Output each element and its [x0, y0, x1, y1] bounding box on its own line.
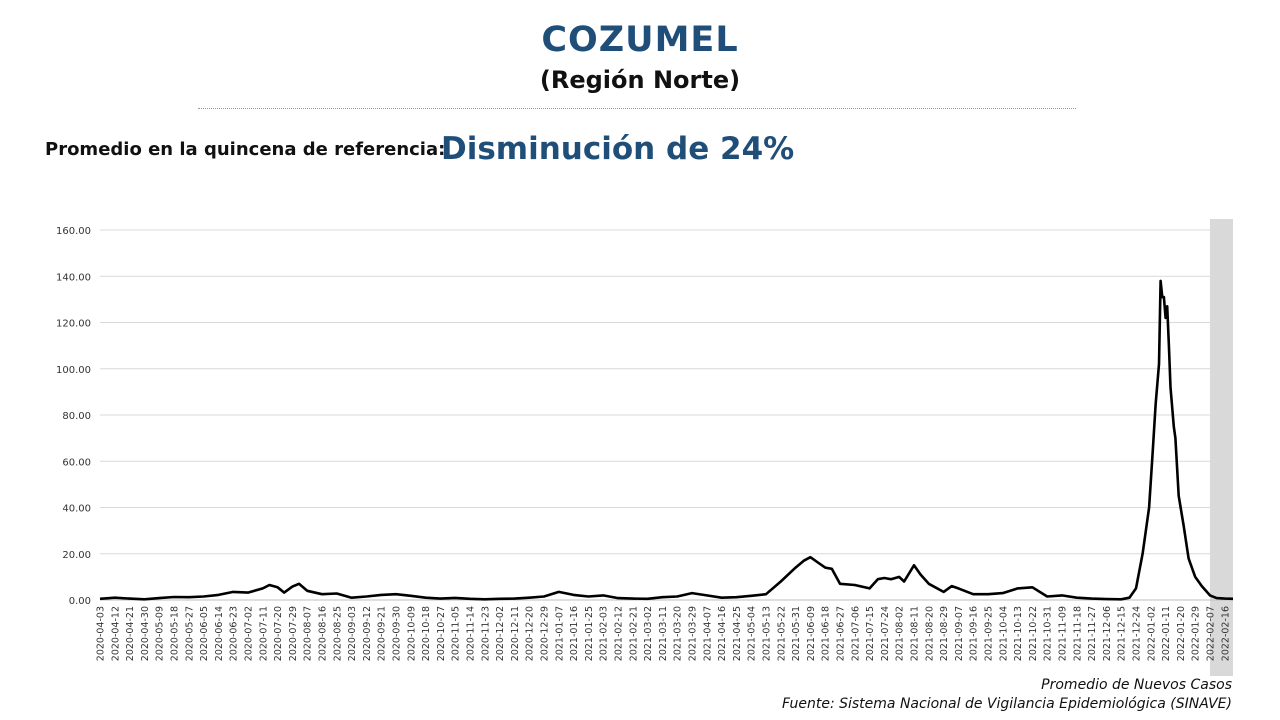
- x-tick-label: 2021-08-20: [924, 606, 935, 661]
- x-tick-label: 2020-08-25: [332, 606, 343, 661]
- y-tick-label: 160.00: [56, 226, 91, 237]
- x-tick-label: 2022-02-16: [1220, 606, 1231, 661]
- x-tick-label: 2020-06-14: [214, 606, 225, 661]
- series-line: [99, 279, 1234, 601]
- x-axis-ticks: 2020-04-03 2020-04-12 2020-04-21 2020-04-30…: [96, 606, 1232, 661]
- x-tick-label: 2021-09-07: [954, 606, 965, 661]
- y-tick-label: 100.00: [56, 365, 91, 376]
- x-tick-label: 2021-02-21: [628, 606, 639, 661]
- x-tick-label: 2020-06-23: [229, 606, 240, 661]
- x-tick-label: 2022-01-20: [1176, 606, 1187, 661]
- x-tick-label: 2021-08-29: [939, 606, 950, 661]
- x-tick-label: 2021-10-22: [1028, 606, 1039, 661]
- x-tick-label: 2021-05-31: [791, 606, 802, 661]
- x-tick-label: 2020-04-03: [96, 606, 107, 661]
- y-tick-label: 20.00: [62, 550, 91, 561]
- x-tick-label: 2021-09-16: [969, 606, 980, 661]
- series-label: Promedio de Nuevos Casos: [1041, 677, 1232, 693]
- y-tick-label: 0.00: [69, 596, 91, 607]
- x-tick-label: 2021-04-25: [732, 606, 743, 661]
- x-tick-label: 2021-11-09: [1057, 606, 1068, 661]
- x-tick-label: 2020-07-11: [258, 606, 269, 661]
- x-tick-label: 2022-01-29: [1191, 606, 1202, 661]
- x-tick-label: 2020-12-20: [525, 606, 536, 661]
- x-tick-label: 2021-10-31: [1043, 606, 1054, 661]
- x-tick-label: 2020-10-27: [436, 606, 447, 661]
- x-tick-label: 2020-05-27: [184, 606, 195, 661]
- x-tick-label: 2020-04-12: [110, 606, 121, 661]
- x-tick-label: 2020-06-05: [199, 606, 210, 661]
- y-tick-label: 80.00: [62, 411, 91, 422]
- x-tick-label: 2021-04-07: [702, 606, 713, 661]
- x-tick-label: 2021-12-06: [1102, 606, 1113, 661]
- reference-label: Promedio en la quincena de referencia:: [45, 139, 446, 160]
- x-tick-label: 2021-07-06: [850, 606, 861, 661]
- x-tick-label: 2020-07-20: [273, 606, 284, 661]
- x-tick-label: 2021-11-18: [1072, 606, 1083, 661]
- y-tick-label: 120.00: [56, 319, 91, 330]
- x-tick-label: 2020-10-18: [421, 606, 432, 661]
- y-tick-label: 40.00: [62, 504, 91, 515]
- x-tick-label: 2021-06-18: [821, 606, 832, 661]
- x-tick-label: 2021-10-13: [1013, 606, 1024, 661]
- x-tick-label: 2021-07-15: [865, 606, 876, 661]
- x-tick-label: 2021-06-09: [806, 606, 817, 661]
- x-tick-label: 2021-11-27: [1087, 606, 1098, 661]
- y-axis-ticks: 0.00 20.00 40.00 60.00 80.00 100.00 120.00 140.…: [56, 226, 91, 607]
- x-tick-label: 2020-05-18: [169, 606, 180, 661]
- title-divider: [198, 108, 1076, 109]
- x-tick-label: 2020-12-11: [510, 606, 521, 661]
- y-tick-label: 140.00: [56, 272, 91, 283]
- x-tick-label: 2020-11-14: [465, 606, 476, 661]
- x-tick-label: 2020-12-02: [495, 606, 506, 661]
- x-tick-label: 2021-01-16: [569, 606, 580, 661]
- highlight-band: [1209, 219, 1233, 676]
- x-tick-label: 2020-11-23: [480, 606, 491, 661]
- reference-value: Disminución de 24%: [441, 131, 795, 167]
- page-subtitle: (Región Norte): [539, 66, 741, 94]
- x-tick-label: 2021-06-27: [835, 606, 846, 661]
- x-tick-label: 2020-09-03: [347, 606, 358, 661]
- x-tick-label: 2020-09-12: [362, 606, 373, 661]
- x-tick-label: 2020-11-05: [451, 606, 462, 661]
- x-tick-label: 2021-10-04: [998, 606, 1009, 661]
- x-tick-label: 2020-07-02: [243, 606, 254, 661]
- x-tick-label: 2021-05-04: [747, 606, 758, 661]
- x-tick-label: 2020-09-30: [391, 606, 402, 661]
- x-tick-label: 2022-02-07: [1205, 606, 1216, 661]
- x-tick-label: 2020-10-09: [406, 606, 417, 661]
- x-tick-label: 2021-02-12: [613, 606, 624, 661]
- x-tick-label: 2020-08-16: [317, 606, 328, 661]
- x-tick-label: 2021-12-24: [1131, 606, 1142, 661]
- x-tick-label: 2020-12-29: [539, 606, 550, 661]
- x-tick-label: 2020-08-07: [303, 606, 314, 661]
- x-tick-label: 2020-04-30: [140, 606, 151, 661]
- x-tick-label: 2021-12-15: [1117, 606, 1128, 661]
- line-chart: 0.00 20.00 40.00 60.00 80.00 100.00 120.00 140.…: [56, 219, 1234, 676]
- page-title: COZUMEL: [541, 20, 739, 60]
- x-tick-label: 2021-09-25: [983, 606, 994, 661]
- x-tick-label: 2021-05-22: [776, 606, 787, 661]
- y-tick-label: 60.00: [62, 457, 91, 468]
- x-tick-label: 2020-05-09: [155, 606, 166, 661]
- x-tick-label: 2021-08-11: [909, 606, 920, 661]
- x-tick-label: 2021-01-07: [554, 606, 565, 661]
- x-tick-label: 2021-03-20: [673, 606, 684, 661]
- x-tick-label: 2021-03-29: [687, 606, 698, 661]
- x-tick-label: 2021-03-11: [658, 606, 669, 661]
- x-tick-label: 2021-08-02: [895, 606, 906, 661]
- x-tick-label: 2021-04-16: [717, 606, 728, 661]
- x-tick-label: 2020-04-21: [125, 606, 136, 661]
- x-tick-label: 2022-01-11: [1161, 606, 1172, 661]
- x-tick-label: 2021-02-03: [599, 606, 610, 661]
- x-tick-label: 2021-01-25: [584, 606, 595, 661]
- x-tick-label: 2021-03-02: [643, 606, 654, 661]
- x-tick-label: 2020-07-29: [288, 606, 299, 661]
- x-tick-label: 2020-09-21: [377, 606, 388, 661]
- x-tick-label: 2022-01-02: [1146, 606, 1157, 661]
- source-note: Fuente: Sistema Nacional de Vigilancia E…: [782, 696, 1232, 712]
- gridlines: [100, 229, 1233, 601]
- x-tick-label: 2021-05-13: [761, 606, 772, 661]
- x-tick-label: 2021-07-24: [880, 606, 891, 661]
